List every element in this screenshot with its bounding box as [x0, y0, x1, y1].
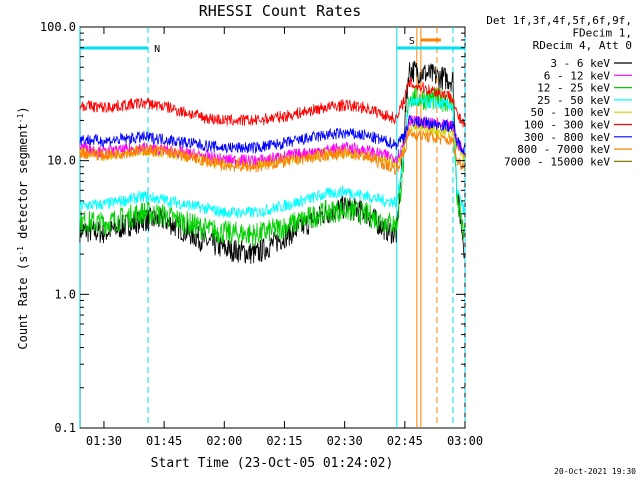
legend-entry-label-6: 300 - 800 keV	[524, 131, 610, 144]
x-tick-label-6: 03:00	[447, 434, 483, 448]
legend-entry-label-0: 3 - 6 keV	[550, 57, 610, 70]
y-tick-label-3: 100.0	[40, 20, 76, 34]
y-tick-label-0: 0.1	[54, 421, 76, 435]
series-line-5	[79, 77, 465, 128]
series-line-6	[79, 114, 465, 155]
series-line-3	[79, 95, 465, 219]
legend-header-line-1: FDecim 1,	[572, 27, 632, 40]
legend-entry-label-7: 800 - 7000 keV	[517, 143, 610, 156]
x-tick-label-2: 02:00	[206, 434, 242, 448]
x-tick-label-4: 02:30	[327, 434, 363, 448]
annotation-label-0: N	[154, 44, 160, 55]
legend-entry-label-3: 25 - 50 keV	[537, 94, 610, 107]
y-axis-label: Count Rate (s-1 detector segment-1)	[16, 106, 31, 349]
legend-header-line-0: Det 1f,3f,4f,5f,6f,9f,	[486, 14, 632, 27]
series-line-2	[79, 85, 465, 247]
series-line-1	[79, 115, 465, 167]
x-tick-label-0: 01:30	[86, 434, 122, 448]
footer-timestamp: 20-Oct-2021 19:30	[554, 467, 636, 476]
x-axis-label: Start Time (23-Oct-05 01:24:02)	[151, 456, 394, 471]
y-tick-label-1: 1.0	[54, 287, 76, 301]
legend-entry-label-1: 6 - 12 keV	[544, 69, 611, 82]
legend-entry-label-4: 50 - 100 keV	[531, 106, 611, 119]
x-tick-label-3: 02:15	[266, 434, 302, 448]
legend-header-line-2: RDecim 4, Att 0	[533, 39, 632, 52]
chart-title: RHESSI Count Rates	[199, 2, 362, 20]
annotation-label-1: S	[409, 36, 415, 47]
x-tick-label-1: 01:45	[146, 434, 182, 448]
legend-entry-label-2: 12 - 25 keV	[537, 82, 610, 95]
annotation-bars: NS	[79, 36, 465, 55]
x-tick-label-5: 02:45	[387, 434, 423, 448]
legend: Det 1f,3f,4f,5f,6f,9f,FDecim 1,RDecim 4,…	[486, 14, 632, 168]
series-line-7	[79, 128, 465, 176]
axis-ticks: 01:30 01:45 02:00 02:15 02:30 02:45 03:00 0.1 1.…	[40, 20, 483, 448]
y-tick-label-2: 10.0	[47, 154, 76, 168]
legend-entry-label-5: 100 - 300 keV	[524, 119, 610, 132]
series-lines	[79, 60, 465, 264]
legend-entry-label-8: 7000 - 15000 keV	[504, 155, 610, 168]
